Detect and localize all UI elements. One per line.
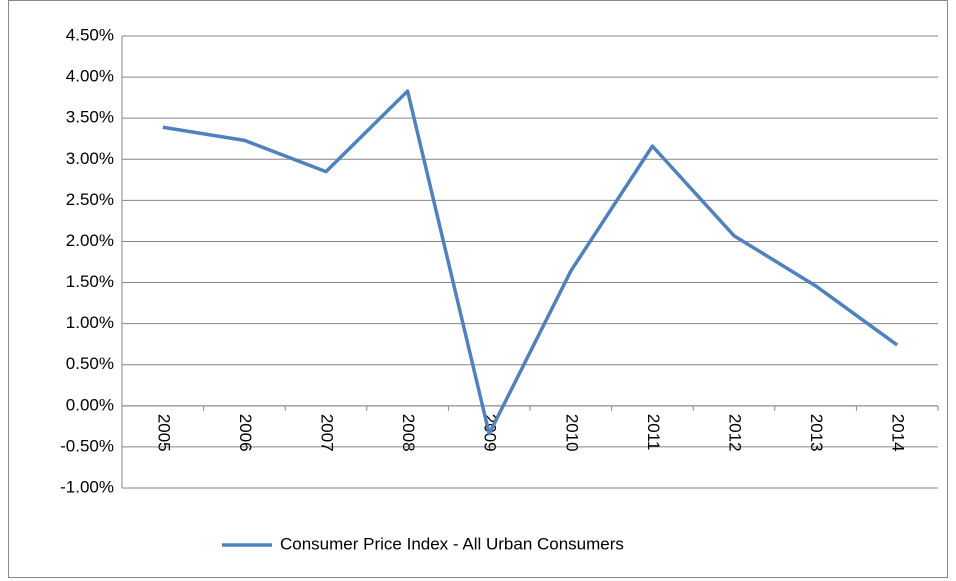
chart-border [8,0,948,578]
x-tick-label: 2011 [644,414,663,451]
x-tick-label: 2013 [807,414,826,452]
y-tick-label: 0.50% [66,354,114,373]
y-tick-label: 0.00% [66,395,114,414]
y-tick-label: 1.50% [66,272,114,291]
x-tick-label: 2014 [889,414,908,452]
y-tick-label: 4.00% [66,67,114,86]
x-tick-label: 2007 [318,414,337,452]
y-tick-label: 2.00% [66,231,114,250]
y-tick-label: 1.00% [66,313,114,332]
x-tick-label: 2010 [562,414,581,452]
x-tick-label: 2006 [236,414,255,452]
y-tick-label: 2.50% [66,190,114,209]
x-tick-label: 2005 [154,414,173,452]
y-tick-label: -1.00% [60,477,114,496]
y-tick-label: -0.50% [60,436,114,455]
legend-label: Consumer Price Index - All Urban Consume… [280,534,624,553]
y-tick-label: 3.00% [66,149,114,168]
y-tick-label: 3.50% [66,108,114,127]
data-line [162,89,899,436]
y-tick-label: 4.50% [66,25,114,44]
x-tick-label: 2008 [399,414,418,452]
x-tick-label: 2012 [726,414,745,452]
